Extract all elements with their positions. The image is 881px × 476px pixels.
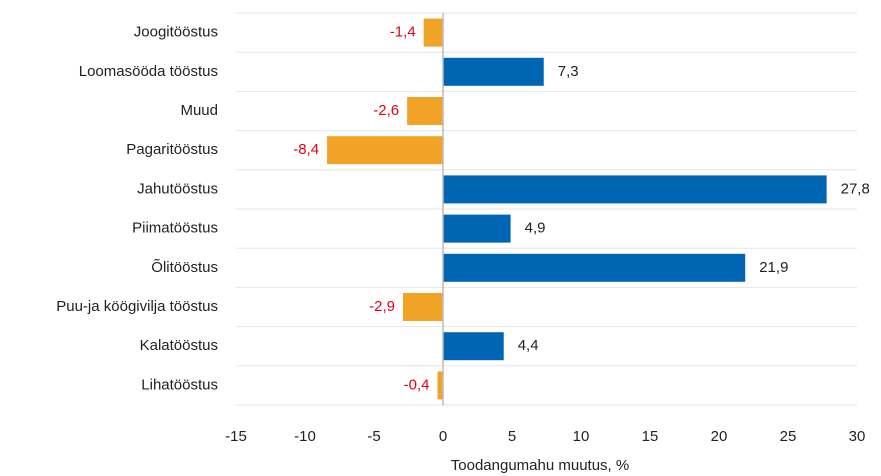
bar	[443, 332, 504, 361]
category-label: Puu-ja köögivilja tööstus	[56, 298, 218, 315]
x-tick-label: 0	[439, 428, 447, 445]
value-label: -2,6	[373, 102, 399, 119]
category-label: Pagaritööstus	[126, 141, 218, 158]
bar	[402, 293, 443, 321]
category-label: Loomasööda tööstus	[79, 63, 218, 80]
bar	[443, 57, 544, 86]
bar	[443, 175, 827, 204]
category-label: Õlitööstus	[151, 259, 218, 276]
category-label: Kalatööstus	[140, 337, 218, 354]
category-label: Jahutööstus	[137, 180, 218, 197]
category-label: Joogitööstus	[134, 24, 218, 41]
bar	[327, 136, 443, 165]
x-tick-label: 10	[573, 428, 590, 445]
bar	[407, 97, 443, 125]
x-tick-label: -10	[294, 428, 316, 445]
x-tick-label: 5	[508, 428, 516, 445]
bar	[437, 371, 443, 400]
x-tick-label: -15	[225, 428, 247, 445]
x-tick-label: 30	[849, 428, 866, 445]
category-label: Piimatööstus	[132, 220, 218, 237]
x-tick-label: 20	[711, 428, 728, 445]
x-axis-title: Toodangumahu muutus, %	[451, 457, 629, 474]
value-label: 21,9	[759, 259, 788, 276]
value-label: -2,9	[369, 298, 395, 315]
value-label: -0,4	[404, 376, 430, 393]
value-label: 7,3	[558, 63, 579, 80]
value-label: -1,4	[390, 24, 416, 41]
category-label: Muud	[180, 102, 218, 119]
x-tick-label: -5	[367, 428, 380, 445]
bar	[443, 214, 511, 243]
category-label: Lihatööstus	[141, 376, 218, 393]
x-tick-label: 15	[642, 428, 659, 445]
x-tick-label: 25	[780, 428, 797, 445]
bar	[443, 253, 746, 282]
value-label: 4,4	[518, 337, 539, 354]
value-label: -8,4	[293, 141, 319, 158]
bar	[423, 18, 443, 47]
value-label: 27,8	[841, 180, 870, 197]
value-label: 4,9	[525, 220, 546, 237]
